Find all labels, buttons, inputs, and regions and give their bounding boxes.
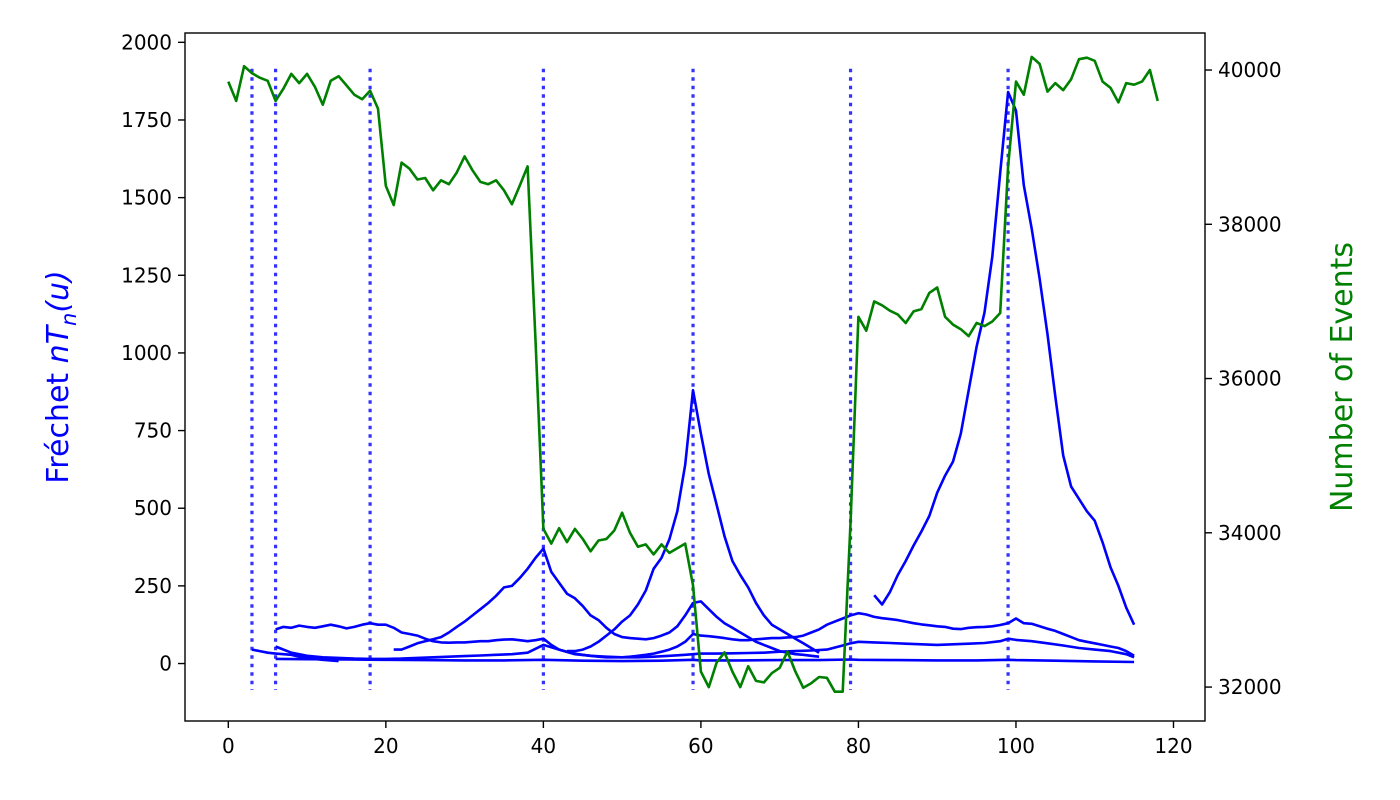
frechet-series-line-6 (275, 637, 1135, 661)
left-tick-label: 1250 (121, 263, 172, 287)
x-tick-label: 40 (531, 734, 556, 758)
x-axis-ticks: 0 20 40 60 80 100 120 (222, 721, 1193, 758)
x-tick-label: 120 (1154, 734, 1192, 758)
left-tick-label: 750 (134, 419, 172, 443)
right-tick-label: 36000 (1218, 367, 1282, 391)
left-tick-label: 250 (134, 574, 172, 598)
right-tick-label: 34000 (1218, 521, 1282, 545)
events-series-line (227, 55, 1159, 694)
x-tick-label: 60 (688, 734, 713, 758)
left-tick-label: 2000 (121, 30, 172, 54)
right-tick-label: 38000 (1218, 212, 1282, 236)
left-tick-label: 500 (134, 496, 172, 520)
left-axis-ticks: 0 250 500 750 1000 1250 1500 1750 2000 (121, 30, 185, 676)
plot-frame (184, 32, 1206, 722)
frechet-series-line-1 (873, 90, 1136, 626)
x-tick-label: 100 (997, 734, 1035, 758)
data-layer (227, 55, 1159, 694)
x-tick-label: 0 (222, 734, 235, 758)
right-axis-title: Number of Events (1325, 242, 1360, 512)
right-tick-label: 32000 (1218, 675, 1282, 699)
left-axis-title: Fréchet nTn(u) (41, 270, 81, 484)
left-tick-label: 0 (159, 652, 172, 676)
x-tick-label: 80 (846, 734, 871, 758)
right-axis-ticks: 32000 34000 36000 38000 40000 (1205, 58, 1282, 699)
frechet-series-line-4 (275, 611, 1135, 659)
right-tick-label: 40000 (1218, 58, 1282, 82)
left-tick-label: 1750 (121, 108, 172, 132)
frechet-series-line-2 (567, 388, 820, 654)
left-tick-label: 1500 (121, 186, 172, 210)
x-tick-label: 20 (373, 734, 398, 758)
frechet-series-line-7 (275, 657, 1135, 664)
left-tick-label: 1000 (121, 341, 172, 365)
frechet-series-line-3 (393, 547, 820, 658)
